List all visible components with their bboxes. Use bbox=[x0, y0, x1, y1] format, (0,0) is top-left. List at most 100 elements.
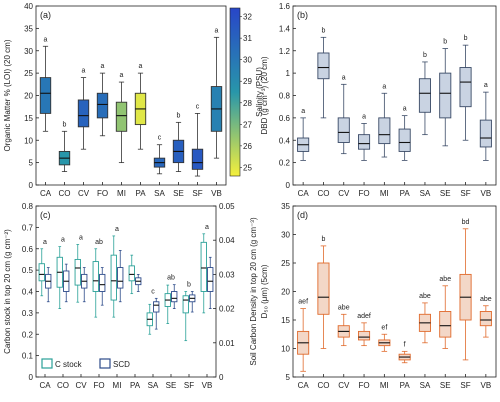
y-tick-label: 30 bbox=[281, 231, 290, 240]
box-co-box bbox=[317, 262, 330, 315]
significance-letter: a bbox=[362, 113, 366, 120]
colorbar-tick-label: 25 bbox=[243, 163, 252, 172]
significance-letter: a bbox=[139, 63, 143, 70]
scd-box-fo-box bbox=[99, 273, 106, 292]
y-tick-label: 1 bbox=[286, 69, 291, 78]
significance-letter: b bbox=[443, 39, 447, 46]
y-right-tick-label: 0.01 bbox=[219, 339, 235, 348]
x-tick-label: VB bbox=[211, 189, 222, 198]
y-right-tick-label: 0.04 bbox=[219, 236, 235, 245]
panel-letter: (b) bbox=[297, 10, 308, 20]
y-tick-label: 35 bbox=[24, 24, 33, 33]
x-tick-label: SE bbox=[440, 189, 451, 198]
cstock-box-pa-box bbox=[128, 265, 135, 282]
significance-letter: abe bbox=[419, 293, 431, 300]
significance-letter: ab bbox=[95, 239, 103, 246]
box-fo-box bbox=[96, 92, 109, 119]
box-cv-box bbox=[337, 117, 350, 143]
scd-box-vb-box bbox=[207, 267, 214, 292]
box-vb-box bbox=[479, 311, 492, 327]
x-tick-label: CA bbox=[298, 189, 310, 198]
significance-letter: b bbox=[423, 52, 427, 59]
colorbar-tick-label: 31 bbox=[243, 34, 252, 43]
x-tick-label: CV bbox=[338, 381, 350, 390]
x-tick-label: MI bbox=[117, 189, 126, 198]
significance-letter: a bbox=[115, 226, 119, 233]
y-tick-label: 0 bbox=[29, 181, 34, 190]
y-tick-label: 20 bbox=[281, 288, 290, 297]
significance-letter: abe bbox=[480, 296, 492, 303]
legend-swatch-scd bbox=[99, 358, 111, 369]
significance-letter: ef bbox=[381, 324, 387, 331]
legend-swatch-cstock bbox=[41, 358, 53, 369]
y-tick-label: 0.4 bbox=[22, 288, 34, 297]
y-tick-label: 0.6 bbox=[22, 245, 34, 254]
x-tick-label: FO bbox=[93, 381, 104, 390]
y-tick-label: 0.7 bbox=[22, 223, 34, 232]
legend-label-scd: SCD bbox=[113, 360, 130, 369]
x-tick-label: SE bbox=[440, 381, 451, 390]
colorbar-label: Salinity (PSU) bbox=[255, 67, 264, 117]
y-tick-label: 0 bbox=[286, 181, 291, 190]
y-tick-label: 0.3 bbox=[22, 309, 34, 318]
x-tick-label: SF bbox=[192, 189, 202, 198]
panel-letter: (a) bbox=[40, 10, 51, 20]
panel-letter: (d) bbox=[297, 210, 308, 220]
x-tick-label: VB bbox=[202, 381, 213, 390]
y-tick-label: 1.2 bbox=[279, 47, 291, 56]
x-tick-label: PA bbox=[130, 381, 141, 390]
y-axis-label: Organic Matter % (LOI) (20 cm) bbox=[3, 39, 12, 151]
significance-letter: f bbox=[404, 341, 406, 348]
y-tick-label: 35 bbox=[281, 202, 290, 211]
x-tick-label: PA bbox=[135, 189, 146, 198]
significance-letter: a bbox=[44, 36, 48, 43]
significance-letter: bd bbox=[462, 219, 470, 226]
significance-letter: a bbox=[79, 234, 83, 241]
significance-letter: a bbox=[43, 239, 47, 246]
colorbar-scale bbox=[229, 7, 241, 177]
significance-letter: a bbox=[382, 83, 386, 90]
significance-letter: b bbox=[177, 112, 181, 119]
significance-letter: c bbox=[151, 288, 155, 295]
panel-a: 0 5 10 15 20 25 30 35 40 CA CO CV FO MI PA SA SE SF VB Orga… bbox=[3, 2, 227, 198]
scd-box-mi-box bbox=[117, 267, 124, 289]
y-tick-label: 30 bbox=[24, 47, 33, 56]
significance-letter: ab bbox=[167, 275, 175, 282]
box-co-box bbox=[317, 52, 330, 80]
significance-letter: adef bbox=[357, 313, 371, 320]
significance-letter: b bbox=[464, 35, 468, 42]
y-right-tick-label: 0 bbox=[219, 373, 224, 382]
cstock-box-sf-box bbox=[182, 295, 189, 314]
x-tick-label: FO bbox=[358, 381, 369, 390]
colorbar-tick-label: 26 bbox=[243, 142, 252, 151]
y-tick-label: 20 bbox=[24, 92, 33, 101]
x-tick-label: MI bbox=[113, 381, 122, 390]
significance-letter: a bbox=[205, 224, 209, 231]
x-tick-label: FO bbox=[358, 189, 369, 198]
x-tick-label: CO bbox=[317, 381, 329, 390]
y-right-tick-label: 0.03 bbox=[219, 270, 235, 279]
box-mi-box bbox=[378, 117, 391, 145]
significance-letter: abe bbox=[439, 276, 451, 283]
x-tick-label: SF bbox=[460, 381, 470, 390]
box-sf-box bbox=[459, 67, 472, 108]
significance-letter: b bbox=[321, 27, 325, 34]
x-tick-label: CA bbox=[39, 381, 51, 390]
y-tick-label: 0.8 bbox=[279, 92, 291, 101]
scd-box-sa-box bbox=[153, 301, 160, 313]
colorbar-tick-label: 27 bbox=[243, 120, 252, 129]
y-tick-label: 0.4 bbox=[279, 136, 291, 145]
box-sa-box bbox=[418, 78, 431, 113]
x-tick-label: VB bbox=[481, 189, 492, 198]
significance-letter: a bbox=[120, 72, 124, 79]
box-sf-box bbox=[191, 148, 204, 170]
y-tick-label: 0.1 bbox=[22, 352, 34, 361]
significance-letter: c bbox=[158, 135, 162, 142]
significance-letter: b bbox=[63, 121, 67, 128]
y-tick-label: 5 bbox=[286, 373, 291, 382]
legend-label-cstock: C stock bbox=[55, 360, 83, 369]
significance-letter: a bbox=[82, 68, 86, 75]
colorbar-tick-label: 29 bbox=[243, 77, 252, 86]
y-tick-label: 10 bbox=[24, 136, 33, 145]
x-tick-label: SE bbox=[173, 189, 184, 198]
